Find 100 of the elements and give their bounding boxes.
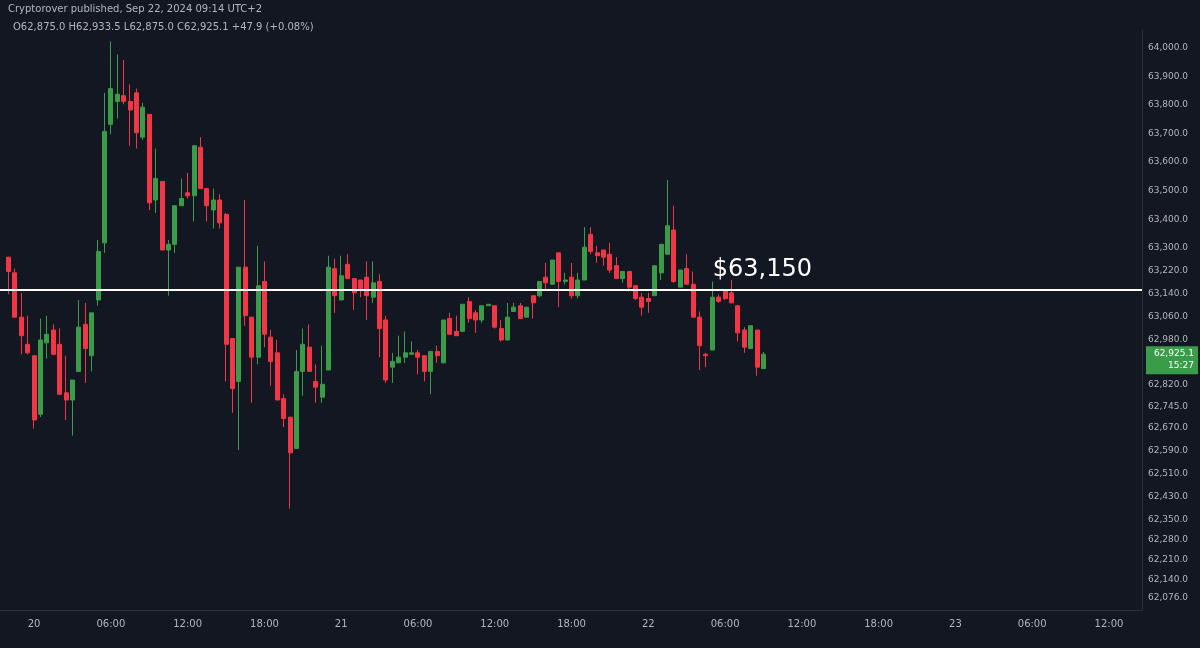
candlestick [160, 180, 165, 251]
chart-title: O62,875.0 H62,933.5 L62,875.0 C62,925.1 +47.9 (+0.08%) [13, 20, 314, 32]
candlestick [614, 256, 619, 280]
y-tick-label: 63,500.0 [1148, 185, 1189, 195]
candlestick [211, 188, 216, 230]
candlestick [620, 270, 625, 284]
candlestick [492, 305, 497, 330]
candlestick [25, 315, 30, 355]
x-tick-label: 18:00 [864, 617, 894, 629]
text: Cryptorover published, Sep 22, 2024 09:14 UTC+2 [8, 2, 263, 14]
x-tick-label: 06:00 [96, 617, 126, 629]
y-tick-label: 63,900.0 [1148, 70, 1189, 81]
y-tick-label: 62,590.0 [1148, 445, 1189, 455]
candlestick [652, 265, 657, 297]
candlestick [320, 345, 325, 404]
y-tick-label: 62,140.0 [1148, 573, 1189, 584]
candlestick [115, 53, 120, 120]
x-tick-label: 22 [641, 617, 655, 629]
y-tick-label: 63,220.0 [1148, 265, 1189, 275]
candlestick [550, 259, 555, 285]
candlestick [511, 302, 516, 312]
y-tick-label: 62,745.0 [1148, 400, 1189, 411]
candlestick [716, 293, 721, 304]
candlestick [556, 252, 561, 308]
x-tick-label: 06:00 [1017, 617, 1047, 629]
candlestick [755, 329, 760, 377]
x-tick-label: 06:00 [710, 617, 740, 629]
candlestick [524, 306, 529, 318]
candlestick [12, 268, 17, 318]
candlestick [518, 302, 523, 320]
candlestick [121, 59, 126, 105]
candlestick [499, 319, 504, 342]
y-tick-label: 62,980.0 [1148, 333, 1189, 344]
y-tick-label: 62,820.0 [1148, 379, 1189, 390]
candlestick [102, 92, 107, 254]
candlestick [441, 319, 446, 364]
candlestick [6, 256, 11, 295]
y-tick-label: 63,140.0 [1148, 287, 1189, 298]
candlestick [268, 329, 273, 387]
candlestick [479, 305, 484, 324]
x-tick-label: 18:00 [557, 617, 586, 629]
candlestick [742, 326, 747, 354]
candlestick [422, 355, 427, 382]
candlestick [531, 295, 536, 320]
y-tick-label: 64,000.0 [1148, 42, 1189, 53]
candlestick [761, 351, 766, 370]
candlestick [710, 280, 715, 351]
candlestick [505, 302, 510, 341]
candlestick [735, 305, 740, 342]
candlestick [140, 102, 145, 141]
candlestick [543, 262, 548, 291]
y-tick-label: 62,510.0 [1148, 467, 1189, 478]
y-tick-label: 63,700.0 [1148, 127, 1189, 138]
candlestick [288, 416, 293, 510]
candlestick [435, 345, 440, 364]
y-tick-label: 62,670.0 [1148, 422, 1189, 433]
candlestick [646, 292, 651, 314]
candlestick [748, 325, 753, 350]
candlestick [217, 193, 222, 230]
candlestick [83, 302, 88, 384]
candlestick [415, 349, 420, 375]
candlestick [185, 172, 190, 200]
y-tick-label: 62,280.0 [1148, 533, 1189, 544]
candlestick [588, 226, 593, 255]
x-tick-label: 18:00 [250, 617, 279, 629]
candlestick [684, 253, 689, 285]
candlestick [32, 355, 37, 430]
candlestick [428, 350, 433, 395]
x-tick-label: 12:00 [787, 617, 817, 629]
candlestick [671, 205, 676, 284]
y-tick-label: 62,430.0 [1148, 490, 1189, 501]
x-tick-label: 12:00 [480, 617, 510, 629]
candlestick [147, 113, 152, 211]
x-tick-label: 23 [949, 617, 962, 629]
candlestick [332, 258, 337, 314]
candlestick [70, 379, 75, 437]
candlestick [249, 316, 254, 404]
candlestick [179, 178, 184, 207]
candlestick [307, 323, 312, 372]
y-tick-label: 63,300.0 [1148, 242, 1189, 253]
candlestick [64, 355, 69, 421]
candlestick [563, 272, 568, 285]
y-tick-label: 62,076.0 [1148, 591, 1189, 602]
candlestick [345, 253, 350, 280]
text: 15:27 [1168, 359, 1194, 370]
ref-line-label: $63,150 [712, 254, 812, 282]
candlestick [96, 239, 101, 307]
y-tick-label: 62,350.0 [1148, 513, 1189, 524]
candlestick [454, 315, 459, 337]
candlestick [339, 255, 344, 301]
candlestick [460, 303, 465, 332]
y-tick-label: 63,600.0 [1148, 156, 1189, 167]
candlestick [313, 363, 318, 404]
candlestick [153, 148, 158, 214]
x-tick-label: 06:00 [403, 617, 433, 629]
candlestick [326, 255, 331, 371]
x-tick-label: 12:00 [1094, 617, 1124, 629]
candlestick [569, 262, 574, 300]
candlestick [19, 292, 24, 355]
x-tick-label: 20 [27, 617, 41, 629]
